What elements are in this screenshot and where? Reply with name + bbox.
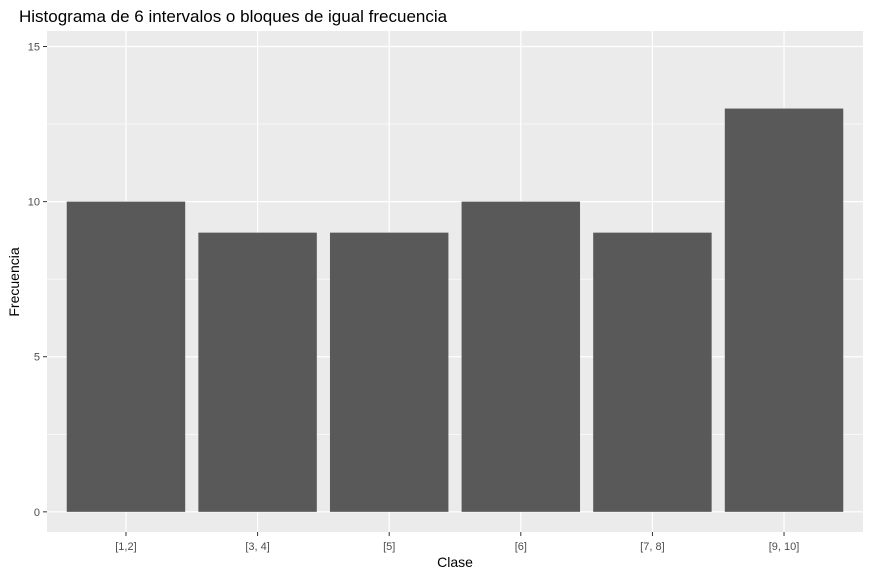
axes: 0 5 10 15 [1,2] [3, 4] [5] [6] [7, 8] [9, 10]: [28, 42, 800, 553]
y-tick-label: 0: [34, 507, 40, 519]
bar-3: [329, 232, 449, 512]
bar-5: [593, 232, 712, 512]
bar-4: [461, 201, 581, 512]
y-tick-label: 15: [28, 42, 40, 54]
bars: [66, 108, 844, 512]
bar-6: [724, 108, 844, 512]
x-tick-label: [6]: [515, 541, 527, 553]
bar-1: [66, 201, 186, 512]
x-tick-label: [1,2]: [115, 541, 136, 553]
y-tick-label: 10: [28, 197, 40, 209]
x-tick-label: [3, 4]: [245, 541, 269, 553]
x-tick-label: [9, 10]: [769, 541, 800, 553]
chart-title: Histograma de 6 intervalos o bloques de …: [19, 7, 448, 26]
x-tick-label: [5]: [383, 541, 395, 553]
bar-2: [198, 232, 317, 512]
y-tick-label: 5: [34, 352, 40, 364]
x-axis-label: Clase: [437, 554, 473, 570]
x-tick-label: [7, 8]: [640, 541, 664, 553]
y-axis-label: Frecuencia: [6, 247, 22, 316]
